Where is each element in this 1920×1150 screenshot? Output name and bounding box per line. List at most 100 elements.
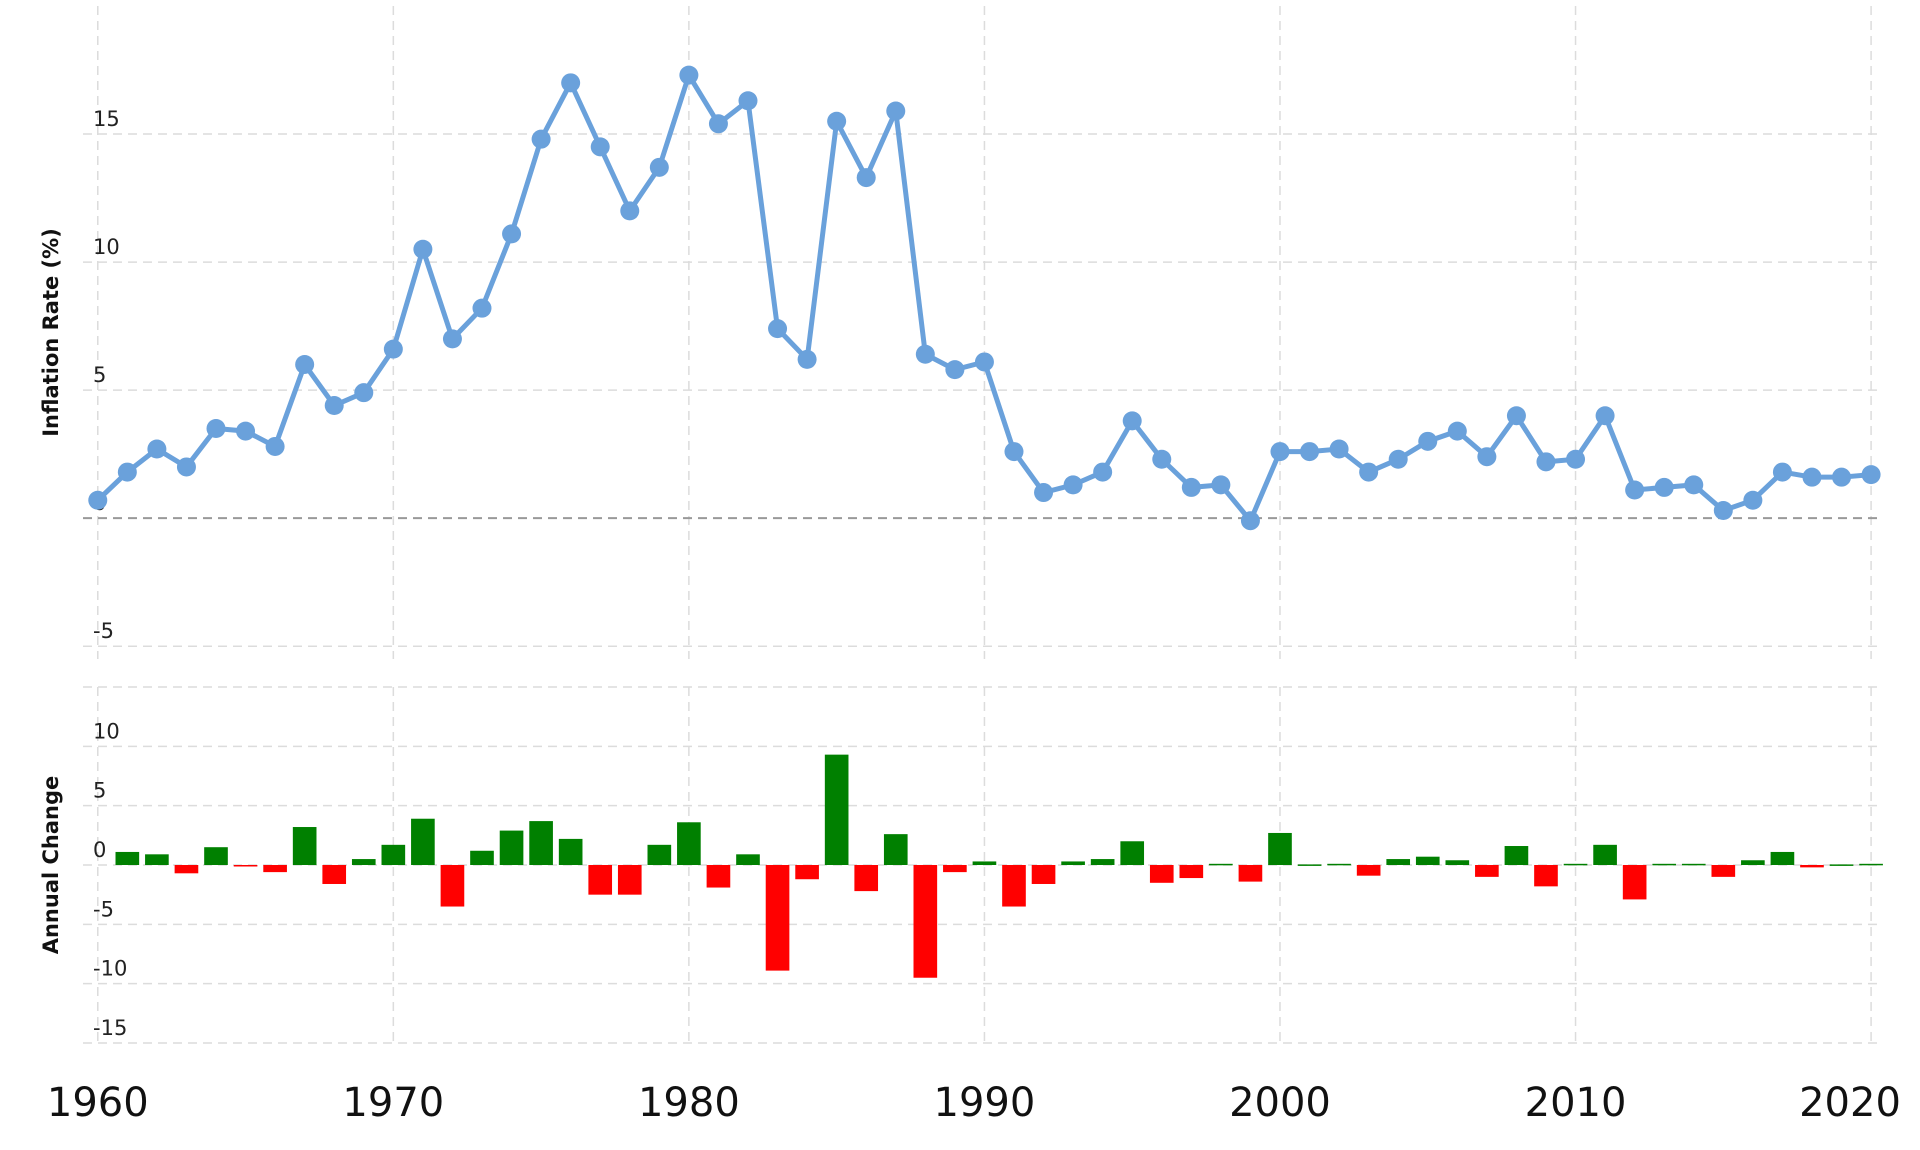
y-tick-label: 10	[93, 235, 120, 259]
x-tick-label: 2000	[1229, 1080, 1331, 1126]
point	[1743, 490, 1763, 510]
point	[265, 436, 285, 456]
bar	[1622, 865, 1647, 900]
y-tick-label: 15	[93, 107, 120, 131]
point	[1093, 462, 1113, 482]
point	[1240, 511, 1260, 531]
bar	[1120, 841, 1145, 865]
bar	[1829, 864, 1854, 866]
bar	[1209, 863, 1233, 866]
bar	[499, 830, 524, 865]
point	[974, 352, 994, 372]
bar	[529, 821, 553, 865]
point	[324, 395, 344, 415]
bar	[824, 754, 849, 865]
bar	[1711, 865, 1736, 877]
point	[1772, 462, 1792, 482]
bar	[1534, 865, 1558, 887]
y-tick-label: -5	[93, 897, 114, 921]
bar	[1415, 856, 1440, 865]
point	[1536, 452, 1556, 472]
x-tick-label: 1960	[47, 1080, 149, 1126]
point	[768, 319, 788, 339]
bar	[1090, 859, 1115, 865]
bar	[736, 854, 760, 865]
y-tick-label: -10	[93, 957, 127, 981]
y-axis-title: Inflation Rate (%)	[39, 228, 63, 437]
point	[1684, 475, 1704, 495]
y-tick-label: 10	[93, 719, 120, 743]
bar	[677, 822, 701, 865]
point	[1300, 442, 1320, 462]
bar	[1268, 832, 1292, 865]
point	[147, 439, 167, 459]
point	[1625, 480, 1645, 500]
bar	[381, 844, 406, 865]
point	[413, 239, 433, 259]
bar	[1061, 861, 1085, 865]
point	[531, 129, 551, 149]
point	[88, 490, 108, 510]
point	[1270, 442, 1290, 462]
point	[590, 137, 610, 157]
point	[1861, 465, 1881, 485]
point	[1418, 431, 1438, 451]
point	[679, 65, 699, 85]
bar	[1504, 846, 1529, 865]
point	[1477, 447, 1497, 467]
bar	[292, 827, 317, 865]
y-tick-label: 5	[93, 779, 106, 803]
bar	[1741, 860, 1765, 865]
bar	[765, 865, 790, 971]
bar	[440, 865, 465, 907]
point	[1388, 449, 1408, 469]
point	[708, 114, 728, 134]
y-axis-title: Annual Change	[39, 776, 63, 955]
bar	[1593, 844, 1617, 865]
point	[295, 355, 315, 375]
point	[1211, 475, 1231, 495]
bar	[617, 865, 642, 895]
bar	[1770, 851, 1795, 865]
bar	[854, 865, 879, 892]
point	[1447, 421, 1467, 441]
point	[1359, 462, 1379, 482]
point	[1595, 406, 1615, 426]
bar	[883, 834, 908, 865]
bar	[145, 854, 169, 865]
point	[354, 383, 374, 403]
bar	[263, 865, 287, 873]
y-tick-label: 5	[93, 363, 106, 387]
bar	[1031, 865, 1056, 884]
bar	[1386, 859, 1411, 865]
y-tick-label: -5	[93, 619, 114, 643]
point	[886, 101, 906, 121]
bar	[972, 861, 997, 865]
point	[1506, 406, 1526, 426]
point	[1802, 467, 1822, 487]
bar	[1681, 863, 1706, 866]
point	[1004, 442, 1024, 462]
bar	[1179, 865, 1204, 879]
point	[856, 168, 876, 188]
point	[1566, 449, 1586, 469]
point	[561, 73, 581, 93]
bar	[411, 818, 435, 865]
point	[1034, 483, 1054, 503]
point	[117, 462, 137, 482]
point	[620, 201, 640, 221]
y-tick-label: 0	[93, 838, 106, 862]
point	[442, 329, 462, 349]
bar	[913, 865, 938, 978]
bar	[233, 865, 258, 867]
bar	[1445, 860, 1470, 865]
point	[738, 91, 758, 111]
point	[1832, 467, 1852, 487]
point	[1713, 500, 1733, 520]
point	[1152, 449, 1172, 469]
point	[649, 157, 669, 177]
bar	[588, 865, 613, 895]
bar	[322, 865, 347, 884]
bar	[1327, 863, 1351, 866]
